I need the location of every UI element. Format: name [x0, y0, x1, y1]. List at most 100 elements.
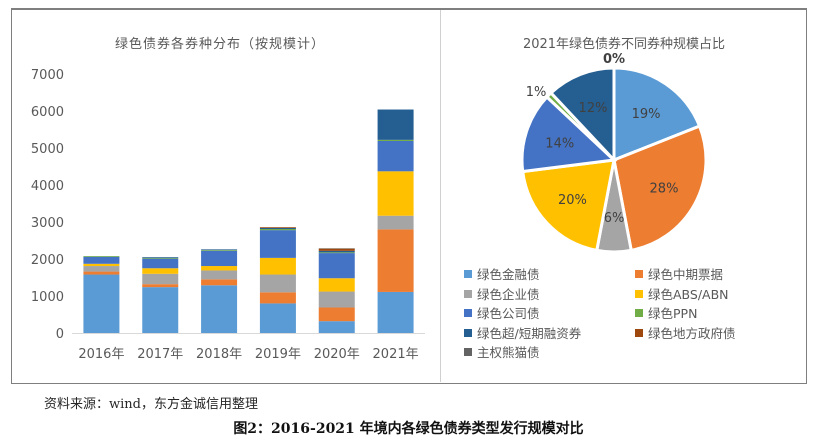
bar-segment: [377, 215, 414, 230]
x-tick-label: 2019年: [255, 347, 301, 362]
legend-swatch: [635, 289, 643, 298]
bar-segment: [201, 250, 238, 267]
legend-swatch: [464, 348, 472, 356]
bar-segment: [318, 321, 355, 333]
bar-segment: [259, 230, 296, 258]
bar-segment: [142, 258, 179, 269]
legend-swatch: [464, 270, 472, 278]
bar-segment: [377, 171, 414, 216]
legend-item: 绿色PPN: [635, 305, 697, 323]
legend-swatch: [464, 289, 472, 298]
legend-swatch: [635, 309, 643, 317]
bar-segment: [83, 256, 120, 257]
bar-segment: [377, 229, 414, 292]
bar-segment: [83, 274, 120, 333]
bar-segment: [201, 250, 238, 251]
bar-segment: [201, 279, 238, 286]
legend-item: 绿色ABS/ABN: [635, 286, 729, 304]
source-note: 资料来源：wind，东方金诚信用整理: [44, 397, 258, 412]
bar-segment: [318, 252, 355, 254]
pie-slice: [612, 66, 702, 163]
bar-segment: [201, 249, 238, 251]
bar-segment: [318, 253, 355, 279]
bar-segment: [201, 266, 238, 271]
bar-segment: [142, 287, 179, 333]
bar-segment: [318, 307, 355, 322]
legend-swatch: [635, 270, 643, 278]
bar-segment: [318, 250, 355, 253]
bar-segment: [83, 256, 120, 264]
legend-label: 主权熊猫债: [477, 345, 540, 360]
pie-slice-label: 19%: [632, 107, 661, 122]
pie-slice-label: 28%: [650, 181, 679, 196]
legend-swatch: [464, 309, 472, 317]
pie-slice-label: 1%: [526, 85, 547, 100]
x-tick-label: 2017年: [137, 347, 183, 362]
legend-label: 绿色公司债: [477, 306, 540, 321]
x-tick-label: 2020年: [314, 347, 360, 362]
bar-segment: [377, 139, 414, 141]
y-tick-label: 7000: [31, 68, 64, 83]
figure-caption: 图2：2016-2021 年境内各绿色债券类型发行规模对比: [233, 421, 584, 437]
legend-label: 绿色PPN: [648, 306, 698, 321]
bar-segment: [201, 270, 238, 280]
bar-segment: [83, 266, 120, 272]
legend-item: 绿色企业债: [464, 286, 540, 304]
bar-segment: [377, 109, 414, 140]
pie-slice: [520, 94, 618, 174]
y-tick-label: 3000: [31, 216, 64, 231]
y-tick-label: 6000: [31, 105, 64, 120]
legend-label: 绿色企业债: [477, 286, 540, 302]
bar-segment: [318, 291, 355, 308]
legend-item: 绿色超/短期融资券: [464, 325, 581, 343]
bar-segment: [259, 227, 296, 230]
bar-segment: [83, 263, 120, 267]
legend-item: 绿色金融债: [464, 266, 540, 284]
bar-segment: [142, 273, 179, 285]
pie-slice-label: 6%: [604, 211, 625, 226]
bar-segment: [377, 291, 414, 333]
legend-item: 绿色地方政府债: [635, 325, 736, 343]
y-tick-label: 5000: [31, 142, 64, 157]
bar-segment: [259, 229, 296, 231]
legend-label: 绿色地方政府债: [648, 325, 736, 341]
bar-segment: [201, 285, 238, 333]
panel-divider: [440, 10, 441, 382]
pie-slice-label: 12%: [579, 101, 608, 116]
legend-item: 主权熊猫债: [464, 344, 540, 362]
legend-label: 绿色中期票据: [648, 267, 724, 282]
bar-segment: [142, 268, 179, 274]
legend-label: 绿色金融债: [477, 267, 540, 282]
pie-slice-label: 0%: [603, 52, 625, 67]
bar-segment: [377, 140, 414, 172]
bar-segment: [142, 257, 179, 258]
bar-segment: [259, 227, 296, 228]
legend-swatch: [635, 328, 643, 337]
legend-label: 绿色超/短期融资券: [477, 325, 582, 341]
y-tick-label: 0: [56, 327, 64, 342]
x-tick-label: 2016年: [78, 347, 124, 362]
pie-slice-label: 20%: [558, 193, 587, 208]
legend-item: 绿色公司债: [464, 305, 540, 323]
y-tick-label: 1000: [31, 290, 64, 305]
y-tick-label: 2000: [31, 253, 64, 268]
bar-segment: [259, 274, 296, 293]
bar-segment: [259, 257, 296, 275]
frame-top-rule: [11, 8, 807, 10]
bar-segment: [142, 257, 179, 259]
y-tick-label: 4000: [31, 179, 64, 194]
bar-segment: [142, 284, 179, 288]
pie-slice: [521, 158, 616, 253]
pie-slice: [612, 124, 708, 253]
pie-slice-label: 14%: [545, 136, 574, 151]
bar-chart-title: 绿色债券各券种分布（按规模计）: [114, 37, 325, 52]
bar-segment: [259, 303, 296, 333]
x-tick-label: 2021年: [373, 347, 419, 362]
pie-chart-title: 2021年绿色债券不同券种规模占比: [522, 37, 726, 52]
bar-segment: [259, 292, 296, 304]
legend-label: 绿色ABS/ABN: [648, 286, 729, 302]
bar-segment: [318, 248, 355, 251]
bar-segment: [83, 271, 120, 275]
x-tick-label: 2018年: [196, 347, 242, 362]
